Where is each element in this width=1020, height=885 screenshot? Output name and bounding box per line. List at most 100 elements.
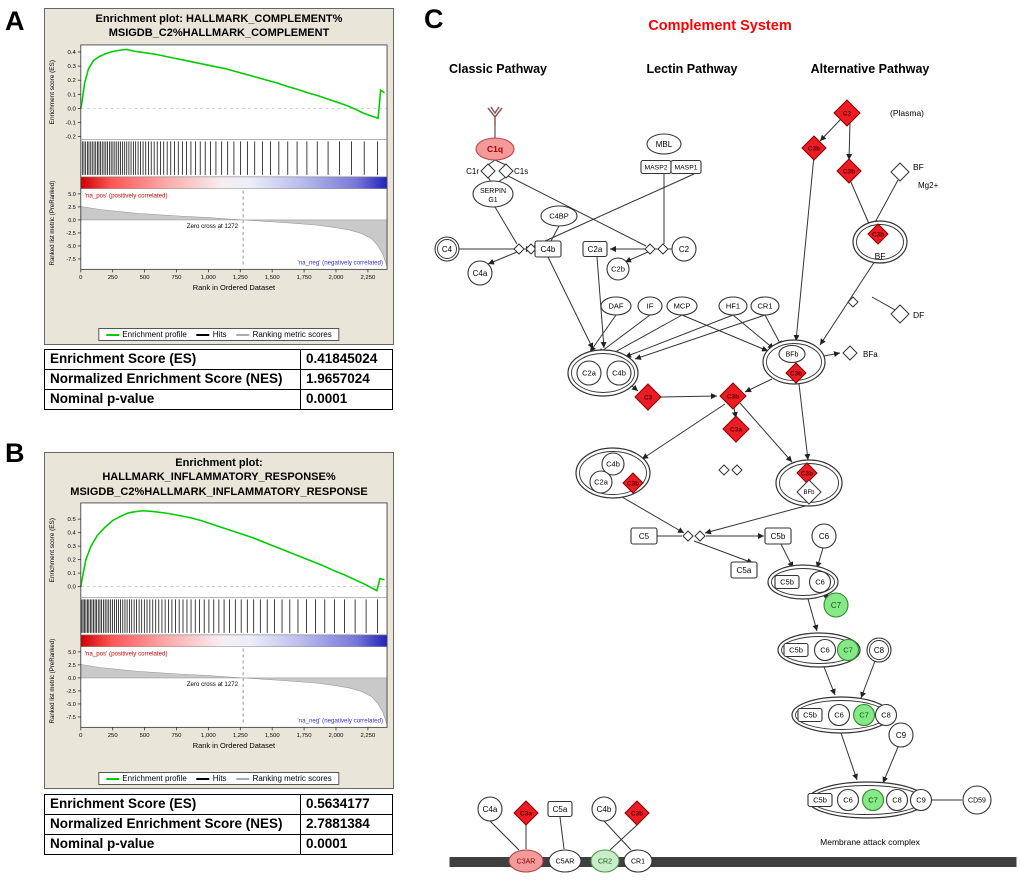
legend-item-metric: Ranking metric scores [236, 774, 332, 783]
panel-label-a: A [5, 6, 25, 36]
svg-text:0.4: 0.4 [68, 531, 77, 537]
svg-text:1,750: 1,750 [297, 275, 313, 281]
svg-text:C2: C2 [679, 245, 690, 254]
svg-text:C5b: C5b [771, 532, 786, 541]
metric-label: Nominal p-value [44, 833, 301, 855]
svg-text:MBL: MBL [656, 140, 673, 149]
svg-text:0.0: 0.0 [68, 106, 77, 112]
svg-text:2.5: 2.5 [68, 663, 76, 669]
svg-text:0.0: 0.0 [68, 676, 76, 682]
svg-text:C3b: C3b [872, 231, 884, 238]
table-row: Nominal p-value 0.0001 [44, 833, 393, 855]
svg-text:C9: C9 [896, 731, 907, 740]
svg-text:C6: C6 [815, 578, 825, 587]
svg-text:Rank in Ordered Dataset: Rank in Ordered Dataset [193, 283, 275, 292]
metric-label: Nominal p-value [44, 388, 301, 410]
svg-text:0.2: 0.2 [68, 558, 76, 564]
metric-label: Enrichment Score (ES) [44, 349, 301, 370]
svg-text:MCP: MCP [674, 302, 691, 311]
pathway-panel: C1q SERPIN G1 C4 C4a C4b C4BP C2a C2b C2 MBL MASP2 M… [420, 0, 1020, 885]
svg-text:C5AR: C5AR [556, 858, 575, 865]
svg-text:C7: C7 [868, 796, 878, 805]
svg-text:C3: C3 [644, 394, 653, 401]
svg-text:C3a: C3a [520, 810, 532, 817]
svg-text:C3b: C3b [727, 393, 739, 400]
svg-text:Enrichment score (ES): Enrichment score (ES) [49, 60, 56, 124]
svg-text:-2.5: -2.5 [66, 689, 75, 695]
svg-text:0.3: 0.3 [68, 64, 77, 70]
svg-text:-2.5: -2.5 [66, 231, 75, 237]
table-row: Normalized Enrichment Score (NES) 1.96570… [44, 368, 393, 390]
metric-value: 0.5634177 [300, 794, 393, 815]
gsea-panel-b: Enrichment plot: HALLMARK_INFLAMMATORY_R… [44, 452, 394, 789]
svg-text:C4b: C4b [541, 245, 556, 254]
svg-text:CR1: CR1 [757, 302, 772, 311]
svg-text:Membrane attack complex: Membrane attack complex [820, 837, 920, 847]
gsea-panel-a: Enrichment plot: HALLMARK_COMPLEMENT% MS… [44, 8, 394, 345]
header-lectin-pathway: Lectin Pathway [646, 62, 738, 76]
svg-text:(Plasma): (Plasma) [890, 108, 924, 118]
svg-text:C3a: C3a [730, 426, 742, 433]
svg-text:Enrichment score (ES): Enrichment score (ES) [49, 518, 56, 582]
svg-text:2,000: 2,000 [329, 733, 345, 739]
svg-text:BFb: BFb [803, 490, 815, 496]
legend-item-hits: Hits [196, 774, 227, 783]
svg-text:C3b: C3b [808, 145, 820, 152]
svg-text:0.0: 0.0 [68, 217, 76, 223]
header-classic-pathway: Classic Pathway [449, 62, 547, 76]
svg-text:-7.5: -7.5 [66, 715, 75, 721]
svg-text:DAF: DAF [609, 302, 624, 311]
metric-value: 0.41845024 [300, 349, 393, 370]
table-row: Normalized Enrichment Score (NES) 2.78813… [44, 813, 393, 835]
svg-text:750: 750 [172, 275, 183, 281]
panel-label-c: C [424, 4, 444, 34]
es-table-b: Enrichment Score (ES) 0.5634177 Normalized… [44, 794, 393, 855]
svg-text:0: 0 [79, 275, 83, 281]
svg-text:SERPIN: SERPIN [480, 188, 506, 195]
metric-label: Normalized Enrichment Score (NES) [44, 813, 301, 835]
svg-text:'na_neg' (negatively correlate: 'na_neg' (negatively correlated) [298, 259, 384, 266]
svg-text:Rank in Ordered Dataset: Rank in Ordered Dataset [193, 741, 275, 750]
svg-text:BFa: BFa [863, 350, 878, 359]
svg-text:2.5: 2.5 [68, 204, 76, 210]
svg-text:C9: C9 [916, 796, 926, 805]
metric-line-icon [236, 777, 250, 780]
svg-text:C4b: C4b [612, 369, 626, 378]
svg-text:MASP1: MASP1 [674, 164, 697, 171]
svg-text:C4a: C4a [473, 269, 488, 278]
svg-text:C2a: C2a [588, 245, 603, 254]
svg-text:C2a: C2a [594, 478, 609, 487]
svg-text:0.3: 0.3 [68, 544, 77, 550]
ranked-metric [80, 663, 388, 725]
svg-text:C6: C6 [819, 532, 830, 541]
metric-label: Normalized Enrichment Score (NES) [44, 368, 301, 390]
svg-text:BF: BF [913, 162, 924, 172]
table-row: Enrichment Score (ES) 0.5634177 [44, 794, 393, 815]
header-alternative-pathway: Alternative Pathway [810, 62, 930, 76]
gsea-plot-b: Zero cross at 1272 'na_pos' (positively c… [49, 502, 388, 750]
pathway-nodes: C1q SERPIN G1 C4 C4a C4b C4BP C2a C2b C2 MBL MASP2 M… [434, 99, 1017, 873]
legend-item-profile: Enrichment profile [106, 774, 187, 783]
pathway-diagram: C1q SERPIN G1 C4 C4a C4b C4BP C2a C2b C2 MBL MASP2 M… [434, 99, 1017, 873]
svg-text:IF: IF [647, 302, 654, 311]
pathway-title: Complement System [648, 18, 792, 34]
svg-text:'na_pos' (positively correlate: 'na_pos' (positively correlated) [85, 650, 168, 657]
svg-text:CD59: CD59 [968, 797, 986, 804]
hits-line-icon [196, 777, 210, 780]
profile-line-icon [106, 777, 120, 780]
svg-text:1,500: 1,500 [265, 733, 281, 739]
svg-text:C8: C8 [874, 646, 885, 655]
svg-text:MASP2: MASP2 [644, 164, 667, 171]
legend-label: Ranking metric scores [252, 774, 332, 783]
svg-text:C6: C6 [843, 796, 853, 805]
gsea-plot-a: Zero cross at 1272 'na_pos' (positively c… [49, 44, 388, 292]
svg-text:C4: C4 [442, 245, 453, 254]
svg-text:C4a: C4a [483, 805, 498, 814]
ranked-metric [80, 205, 388, 267]
es-curve [80, 509, 385, 592]
table-row: Nominal p-value 0.0001 [44, 388, 393, 410]
svg-text:250: 250 [108, 733, 119, 739]
svg-text:5.0: 5.0 [68, 191, 76, 197]
svg-text:250: 250 [108, 275, 119, 281]
